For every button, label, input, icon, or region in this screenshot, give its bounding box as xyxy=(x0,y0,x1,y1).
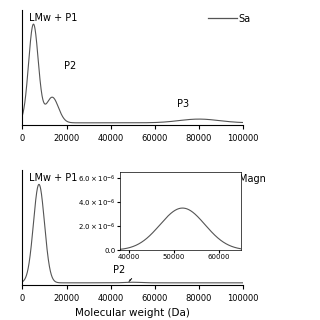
Text: P2: P2 xyxy=(113,265,132,281)
Text: LMw + P1: LMw + P1 xyxy=(29,173,77,183)
Text: LMw + P1: LMw + P1 xyxy=(29,13,77,23)
Text: P2: P2 xyxy=(64,61,76,71)
Text: Sa: Sa xyxy=(239,14,251,24)
X-axis label: Molecular weight (Da): Molecular weight (Da) xyxy=(76,308,190,318)
Text: Magn: Magn xyxy=(239,174,266,184)
Text: P3: P3 xyxy=(177,100,189,109)
